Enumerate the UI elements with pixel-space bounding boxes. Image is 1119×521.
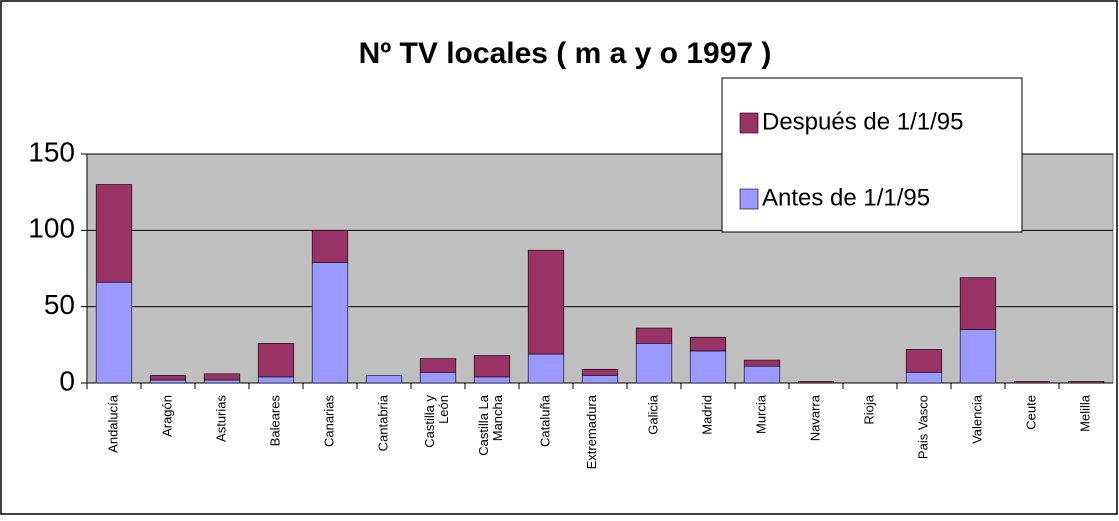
bar-segment	[419, 372, 457, 384]
bar-segment	[95, 184, 133, 283]
bar-segment	[581, 368, 619, 376]
x-tick-label: Melilla	[1077, 394, 1092, 432]
bar-segment	[203, 379, 241, 384]
x-tick-label: Aragón	[159, 395, 174, 437]
x-tick-label: Valencia	[969, 394, 984, 444]
x-tick-label: Castilla yLeón	[422, 395, 451, 448]
x-tick-label: Andalucía	[105, 394, 120, 453]
bar-segment	[527, 249, 565, 355]
bar-segment	[95, 281, 133, 384]
bar-segment	[149, 375, 187, 381]
x-tick-label: Murcia	[753, 394, 768, 434]
x-tick-label: Extremadura	[584, 394, 599, 469]
x-tick-label: Madrid	[699, 395, 714, 435]
x-tick-label: Galicia	[645, 394, 660, 435]
x-tick-label: Navarra	[807, 394, 822, 441]
x-tick-label: Baleares	[267, 395, 282, 447]
bar-segment	[365, 375, 403, 384]
x-tick-label: Canarias	[321, 395, 336, 448]
y-tick-label: 0	[59, 365, 75, 396]
legend-swatch	[739, 188, 759, 210]
x-tick-label: Pais Vasco	[915, 395, 930, 459]
bar-segment	[635, 327, 673, 344]
y-tick-label: 150	[28, 136, 75, 167]
bar-segment	[203, 373, 241, 381]
bar-segment	[635, 343, 673, 384]
bar-segment	[257, 343, 295, 378]
bar-segment	[959, 329, 997, 384]
y-tick-label: 50	[44, 289, 75, 320]
bar-segment	[1067, 381, 1105, 384]
bar-segment	[959, 277, 997, 330]
bar-segment	[257, 376, 295, 384]
bar-segment	[311, 230, 349, 263]
bar-segment	[311, 262, 349, 384]
x-tick-label: Cantabria	[375, 394, 390, 451]
bar-segment	[1013, 381, 1051, 384]
bar-segment	[581, 375, 619, 384]
bar-segment	[797, 381, 835, 384]
legend-label: Después de 1/1/95	[762, 108, 963, 135]
bar-segment	[689, 336, 727, 352]
bar-segment	[149, 379, 187, 384]
bar-segment	[473, 355, 511, 378]
bar-segment	[689, 350, 727, 384]
bar-segment	[743, 359, 781, 367]
bar-segment	[527, 353, 565, 384]
x-tick-label: Ceute	[1023, 395, 1038, 430]
bar-segment	[905, 372, 943, 384]
legend-label: Antes de 1/1/95	[762, 184, 930, 211]
bar-segment	[473, 376, 511, 384]
bar-segment	[905, 349, 943, 373]
legend-box	[721, 77, 1023, 233]
x-tick-label: Asturias	[213, 395, 228, 442]
legend-swatch	[739, 112, 759, 134]
x-tick-label: Castilla LaMancha	[476, 394, 505, 455]
bar-segment	[743, 365, 781, 384]
x-tick-label: Rioja	[861, 394, 876, 424]
y-tick-label: 100	[28, 213, 75, 244]
chart-title: Nº TV locales ( m a y o 1997 )	[359, 37, 772, 70]
bar-segment	[419, 358, 457, 373]
x-tick-label: Cataluña	[537, 394, 552, 447]
